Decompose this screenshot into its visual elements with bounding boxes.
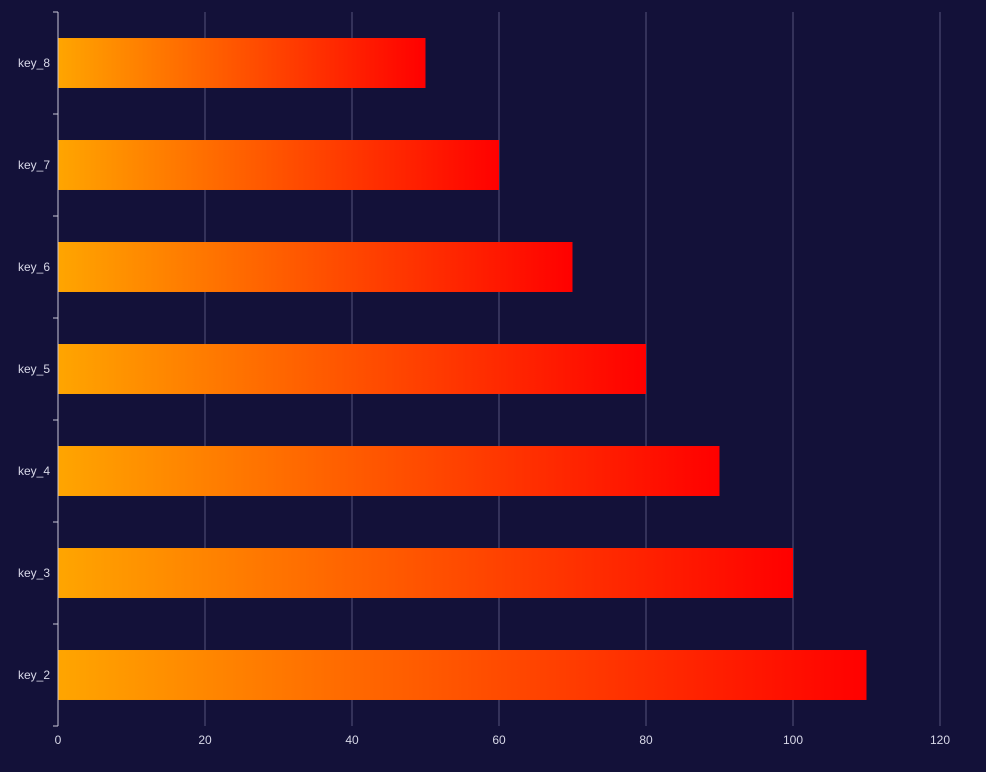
tick-labels: key_2 key_3 key_4 key_5 key_6 key_7 key_8 0 20 40… <box>18 56 950 747</box>
bar-key_7[interactable] <box>58 140 499 190</box>
x-tick-label-120: 120 <box>930 733 950 747</box>
x-tick-label-40: 40 <box>345 733 359 747</box>
y-tick-label-key_8: key_8 <box>18 56 50 70</box>
bar-key_2[interactable] <box>58 650 867 700</box>
y-tick-label-key_7: key_7 <box>18 158 50 172</box>
y-tick-label-key_2: key_2 <box>18 668 50 682</box>
bar-key_8[interactable] <box>58 38 426 88</box>
y-tick-label-key_4: key_4 <box>18 464 50 478</box>
x-tick-label-0: 0 <box>55 733 62 747</box>
x-tick-label-20: 20 <box>198 733 212 747</box>
y-tick-label-key_5: key_5 <box>18 362 50 376</box>
bar-series <box>58 38 867 700</box>
x-tick-label-60: 60 <box>492 733 506 747</box>
bar-key_3[interactable] <box>58 548 793 598</box>
x-tick-label-80: 80 <box>639 733 653 747</box>
x-tick-label-100: 100 <box>783 733 803 747</box>
bar-key_5[interactable] <box>58 344 646 394</box>
bar-key_4[interactable] <box>58 446 720 496</box>
axes <box>53 11 59 727</box>
y-tick-label-key_3: key_3 <box>18 566 50 580</box>
bar-key_6[interactable] <box>58 242 573 292</box>
y-tick-label-key_6: key_6 <box>18 260 50 274</box>
